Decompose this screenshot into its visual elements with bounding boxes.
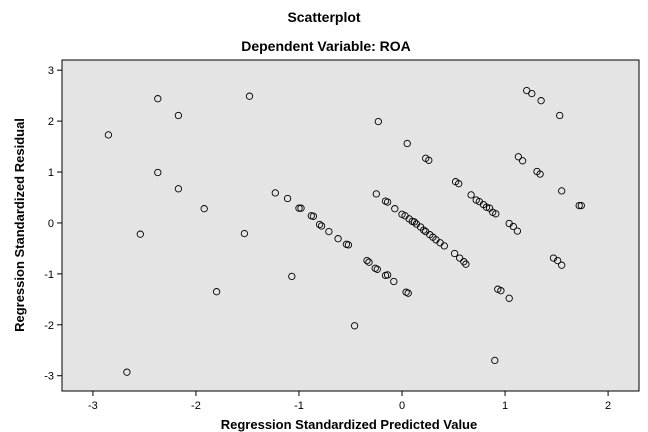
data-point xyxy=(549,254,558,262)
data-point xyxy=(309,212,318,220)
data-point xyxy=(492,210,500,218)
data-point xyxy=(344,241,353,249)
y-tick-label: -3 xyxy=(44,371,54,383)
data-point xyxy=(410,218,419,226)
data-point xyxy=(104,131,113,139)
data-point xyxy=(240,229,249,238)
data-point xyxy=(558,187,566,195)
data-point xyxy=(558,261,566,269)
data-point xyxy=(497,287,505,295)
data-point xyxy=(200,205,208,213)
data-point xyxy=(518,157,527,165)
y-axis-label: Regression Standardized Residual xyxy=(12,118,27,332)
x-tick-label: 0 xyxy=(399,400,405,412)
data-point xyxy=(482,203,491,211)
data-point xyxy=(271,189,279,197)
y-tick-label: 0 xyxy=(48,218,54,230)
data-point xyxy=(460,258,468,266)
data-point xyxy=(556,111,564,120)
data-point xyxy=(456,254,464,262)
data-point xyxy=(403,139,411,148)
data-point xyxy=(383,271,392,279)
data-point xyxy=(212,288,221,296)
data-point xyxy=(365,258,373,266)
data-point xyxy=(577,201,585,210)
y-tick-label: -2 xyxy=(44,320,54,332)
data-point xyxy=(374,117,382,126)
x-axis: -3 -2 -1 0 1 2 xyxy=(88,391,611,412)
data-point xyxy=(363,256,371,265)
data-point xyxy=(513,227,522,235)
data-point xyxy=(383,198,392,206)
data-point xyxy=(288,272,296,281)
data-point xyxy=(404,289,412,297)
data-point xyxy=(450,249,459,258)
x-tick-label: 1 xyxy=(502,400,508,412)
data-point xyxy=(575,201,583,210)
y-tick-label: 2 xyxy=(48,116,54,128)
data-point xyxy=(295,204,303,212)
y-tick-label: -1 xyxy=(44,269,54,281)
data-point xyxy=(245,92,254,100)
data-point xyxy=(505,294,513,302)
y-tick-label: 1 xyxy=(48,167,54,179)
data-point xyxy=(174,111,183,120)
x-axis-label: Regression Standardized Predicted Value xyxy=(221,417,477,432)
data-point xyxy=(373,265,381,273)
y-tick-label: 3 xyxy=(48,65,54,77)
data-point xyxy=(509,222,517,231)
data-point xyxy=(537,97,545,105)
data-point xyxy=(491,356,499,365)
data-point xyxy=(514,153,523,161)
chart-subtitle: Dependent Variable: ROA xyxy=(241,38,411,54)
data-point xyxy=(136,230,144,238)
data-point xyxy=(350,322,359,330)
data-point xyxy=(334,235,342,243)
x-tick-label: -2 xyxy=(191,400,201,412)
data-points xyxy=(104,86,585,376)
data-point xyxy=(154,95,162,103)
data-point xyxy=(467,191,475,199)
data-point xyxy=(553,256,562,265)
data-point xyxy=(174,185,183,193)
data-point xyxy=(455,180,463,188)
data-point xyxy=(528,89,536,98)
data-point xyxy=(440,242,448,250)
data-point xyxy=(297,204,305,212)
data-point xyxy=(315,220,324,229)
x-tick-label: -1 xyxy=(294,400,304,412)
data-point xyxy=(317,222,326,230)
data-point xyxy=(325,227,333,236)
data-point xyxy=(372,190,380,198)
x-tick-label: 2 xyxy=(605,400,611,412)
data-point xyxy=(536,170,544,178)
data-point xyxy=(462,260,470,268)
data-point xyxy=(154,168,162,177)
plot-area xyxy=(61,59,640,392)
y-axis: -3 -2 -1 0 1 2 3 xyxy=(44,65,62,383)
data-point xyxy=(123,368,131,376)
chart-title: Scatterplot xyxy=(287,9,360,25)
x-tick-label: -3 xyxy=(88,400,98,412)
data-point xyxy=(391,205,399,213)
data-point xyxy=(425,156,433,164)
data-point xyxy=(390,277,398,286)
data-point xyxy=(283,194,292,203)
data-point xyxy=(420,226,428,234)
